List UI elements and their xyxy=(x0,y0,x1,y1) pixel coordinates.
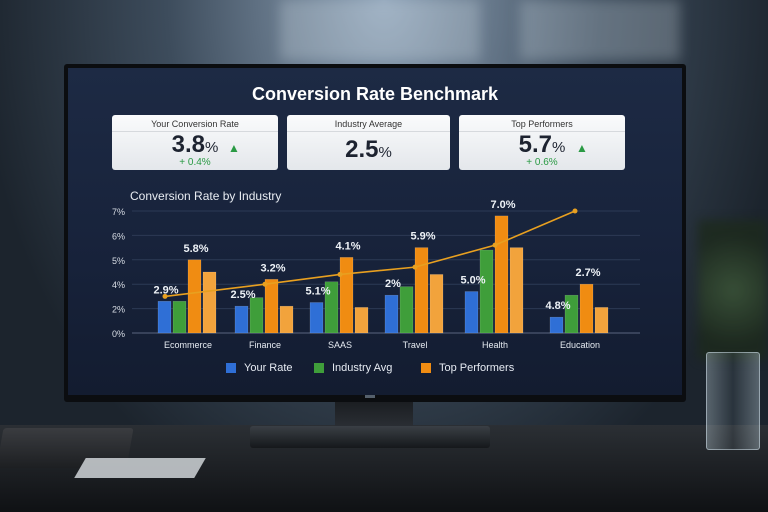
data-label: 7.0% xyxy=(490,199,515,211)
trend-point xyxy=(337,271,343,277)
kpi-value: 2.5% xyxy=(287,138,450,162)
kpi-card-your-rate: Your Conversion Rate 3.8% + 0.4% ▲ xyxy=(112,115,278,170)
trend-point xyxy=(492,242,498,248)
bar-saas-3 xyxy=(354,307,369,334)
y-tick-label: 7% xyxy=(112,207,125,217)
bar-travel-2 xyxy=(414,247,429,334)
bar-travel-1 xyxy=(399,286,414,334)
bar-finance-0 xyxy=(234,305,249,334)
kpi-value: 5.7% xyxy=(459,133,625,157)
trend-point xyxy=(262,281,268,287)
trend-point xyxy=(572,208,578,214)
data-label: 2.9% xyxy=(153,284,178,296)
legend-item-industry-avg: Industry Avg xyxy=(314,362,392,374)
kpi-unit: % xyxy=(378,144,392,161)
paper xyxy=(74,458,206,478)
bar-ecommerce-2 xyxy=(187,259,202,334)
up-arrow-icon: ▲ xyxy=(228,141,240,155)
monitor-logo xyxy=(365,393,375,398)
data-label: 2.7% xyxy=(575,267,600,279)
kpi-label: Top Performers xyxy=(459,115,625,132)
legend-label: Your Rate xyxy=(244,362,293,374)
bar-health-3 xyxy=(509,247,524,334)
bar-education-0 xyxy=(549,316,564,334)
monitor-stand-neck xyxy=(335,402,413,430)
x-tick-label: Travel xyxy=(403,340,428,350)
bar-education-3 xyxy=(594,307,609,334)
monitor-stand-base xyxy=(250,426,490,448)
bar-education-1 xyxy=(564,294,579,334)
trend-line xyxy=(164,210,576,298)
kpi-value: 3.8% xyxy=(112,133,278,157)
data-label: 5.8% xyxy=(183,243,208,255)
x-tick-label: SAAS xyxy=(328,340,352,350)
window-light xyxy=(280,0,480,60)
kpi-unit: % xyxy=(552,139,566,156)
kpi-number: 3.8 xyxy=(171,131,206,158)
legend-label: Industry Avg xyxy=(332,362,393,374)
data-label: 2% xyxy=(385,278,401,290)
window-light xyxy=(520,0,680,60)
bar-saas-2 xyxy=(339,257,354,334)
chart-title: Conversion Rate by Industry xyxy=(130,189,282,203)
dashboard-screen: Conversion Rate Benchmark Your Conversio… xyxy=(68,68,682,395)
x-tick-label: Health xyxy=(482,340,508,350)
bar-finance-2 xyxy=(264,279,279,334)
y-tick-label: 4% xyxy=(112,280,125,290)
up-arrow-icon: ▲ xyxy=(576,141,588,155)
kpi-unit: % xyxy=(205,139,219,156)
kpi-label: Your Conversion Rate xyxy=(112,115,278,132)
trend-point xyxy=(412,264,418,270)
water-glass xyxy=(706,352,760,450)
data-label: 5.9% xyxy=(410,231,435,243)
legend-swatch xyxy=(314,363,324,373)
bar-health-1 xyxy=(479,249,494,334)
x-tick-label: Education xyxy=(560,340,600,350)
kpi-card-top-performers: Top Performers 5.7% + 0.6% ▲ xyxy=(459,115,625,170)
data-label: 2.5% xyxy=(230,289,255,301)
trend-point xyxy=(162,293,168,299)
bar-finance-1 xyxy=(249,297,264,334)
legend-item-your-rate: Your Rate xyxy=(226,362,293,374)
legend-item-top-performers: Top Performers xyxy=(421,362,514,374)
kpi-number: 5.7 xyxy=(518,131,553,158)
legend-swatch xyxy=(421,363,431,373)
data-label: 3.2% xyxy=(260,262,285,274)
bar-health-2 xyxy=(494,215,509,334)
x-tick-label: Finance xyxy=(249,340,281,350)
data-label: 5.0% xyxy=(460,275,485,287)
bar-ecommerce-1 xyxy=(172,301,187,334)
data-label: 4.1% xyxy=(335,240,360,252)
y-tick-label: 6% xyxy=(112,231,125,241)
kpi-change: + 0.4% xyxy=(179,157,211,168)
y-tick-label: 5% xyxy=(112,256,125,266)
bar-finance-3 xyxy=(279,305,294,334)
y-tick-label: 0% xyxy=(112,329,125,339)
bar-travel-3 xyxy=(429,274,444,334)
bar-saas-1 xyxy=(324,281,339,334)
x-tick-label: Ecommerce xyxy=(164,340,212,350)
bar-education-2 xyxy=(579,283,594,334)
data-label: 5.1% xyxy=(305,286,330,298)
kpi-card-industry-average: Industry Average 2.5% xyxy=(287,115,450,170)
bar-health-0 xyxy=(464,291,479,334)
bar-travel-0 xyxy=(384,294,399,334)
bar-ecommerce-3 xyxy=(202,271,217,334)
dashboard-title: Conversion Rate Benchmark xyxy=(251,84,499,104)
kpi-number: 2.5 xyxy=(345,136,379,163)
bar-ecommerce-0 xyxy=(157,301,172,334)
bar-saas-0 xyxy=(309,302,324,334)
kpi-change: + 0.6% xyxy=(526,157,558,168)
bar-chart: 0% 2% 4% 5% 6% 7% Ecommerce 2.9% 5.8% Finance 2.5%… xyxy=(112,199,640,350)
data-label: 4.8% xyxy=(545,300,570,312)
y-tick-label: 2% xyxy=(112,305,125,315)
legend-swatch xyxy=(226,363,236,373)
legend-label: Top Performers xyxy=(439,362,515,374)
kpi-label: Industry Average xyxy=(287,115,450,132)
plant xyxy=(698,220,768,360)
